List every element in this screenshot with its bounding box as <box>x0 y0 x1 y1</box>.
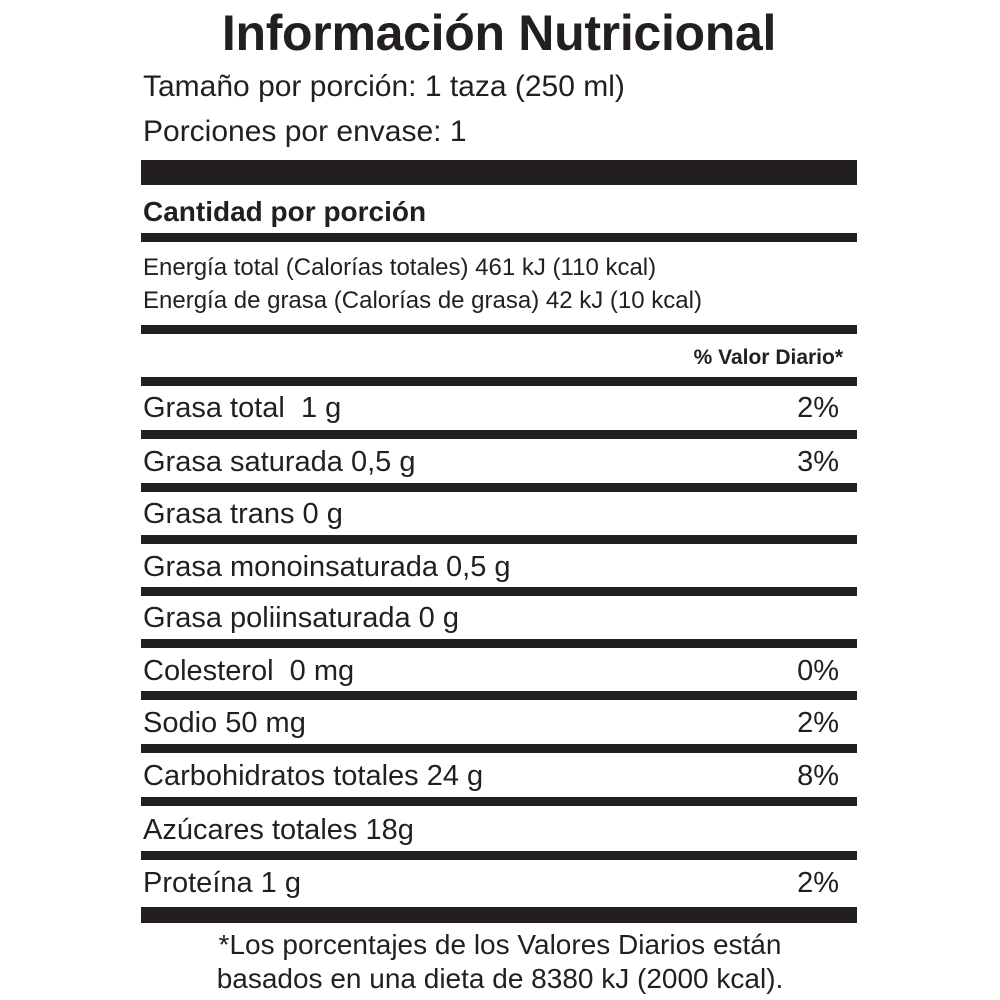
servings-per-container: Porciones por envase: 1 <box>143 115 467 148</box>
nutrient-row-saturated-fat: Grasa saturada 0,5 g 3% <box>141 441 857 483</box>
nutrient-row-trans-fat: Grasa trans 0 g <box>141 493 857 535</box>
daily-value-footnote: *Los porcentajes de los Valores Diarios … <box>0 928 1000 996</box>
nutrient-name: Carbohidratos totales 24 g <box>143 760 484 792</box>
nutrient-row-polyunsaturated-fat: Grasa poliinsaturada 0 g <box>141 597 857 639</box>
daily-value-header: % Valor Diario* <box>693 346 843 369</box>
nutrient-daily-value: 2% <box>797 392 839 424</box>
serving-size: Tamaño por porción: 1 taza (250 ml) <box>143 70 625 103</box>
nutrient-name: Sodio 50 mg <box>143 707 306 739</box>
nutrient-daily-value: 3% <box>797 446 839 478</box>
divider <box>141 233 857 242</box>
divider <box>141 325 857 334</box>
divider <box>141 587 857 596</box>
nutrient-name: Grasa trans 0 g <box>143 498 343 530</box>
energy-total: Energía total (Calorías totales) 461 kJ … <box>143 254 657 281</box>
nutrient-row-protein: Proteína 1 g 2% <box>141 862 857 904</box>
amount-per-serving-heading: Cantidad por porción <box>143 196 427 227</box>
nutrient-row-total-carbohydrates: Carbohidratos totales 24 g 8% <box>141 755 857 797</box>
divider <box>141 430 857 439</box>
nutrient-name: Grasa saturada 0,5 g <box>143 446 416 478</box>
divider <box>141 797 857 806</box>
divider <box>141 535 857 544</box>
nutrient-name: Grasa total 1 g <box>143 392 342 424</box>
thick-divider <box>141 907 857 923</box>
nutrient-daily-value: 0% <box>797 655 839 687</box>
divider <box>141 744 857 753</box>
nutrient-name: Colesterol 0 mg <box>143 655 355 687</box>
divider <box>141 639 857 648</box>
divider <box>141 377 857 386</box>
divider <box>141 483 857 492</box>
nutrient-daily-value: 2% <box>797 707 839 739</box>
nutrient-row-cholesterol: Colesterol 0 mg 0% <box>141 650 857 692</box>
nutrient-name: Proteína 1 g <box>143 867 301 899</box>
nutrient-daily-value: 8% <box>797 760 839 792</box>
energy-fat: Energía de grasa (Calorías de grasa) 42 … <box>143 287 702 314</box>
nutrient-row-monounsaturated-fat: Grasa monoinsaturada 0,5 g <box>141 546 857 588</box>
thick-divider <box>141 160 857 185</box>
nutrient-name: Grasa poliinsaturada 0 g <box>143 602 459 634</box>
label-title: Información Nutricional <box>221 5 777 61</box>
divider <box>141 851 857 860</box>
divider <box>141 691 857 700</box>
nutrient-row-total-sugars: Azúcares totales 18g <box>141 809 857 851</box>
footnote-line: basados en una dieta de 8380 kJ (2000 kc… <box>216 963 784 994</box>
footnote-line: *Los porcentajes de los Valores Diarios … <box>218 929 782 960</box>
nutrient-daily-value: 2% <box>797 867 839 899</box>
nutrition-facts-label: Información Nutricional Tamaño por porci… <box>141 0 857 1000</box>
nutrient-row-total-fat: Grasa total 1 g 2% <box>141 387 857 429</box>
nutrient-name: Azúcares totales 18g <box>143 814 414 846</box>
nutrient-row-sodium: Sodio 50 mg 2% <box>141 702 857 744</box>
nutrient-name: Grasa monoinsaturada 0,5 g <box>143 551 511 583</box>
